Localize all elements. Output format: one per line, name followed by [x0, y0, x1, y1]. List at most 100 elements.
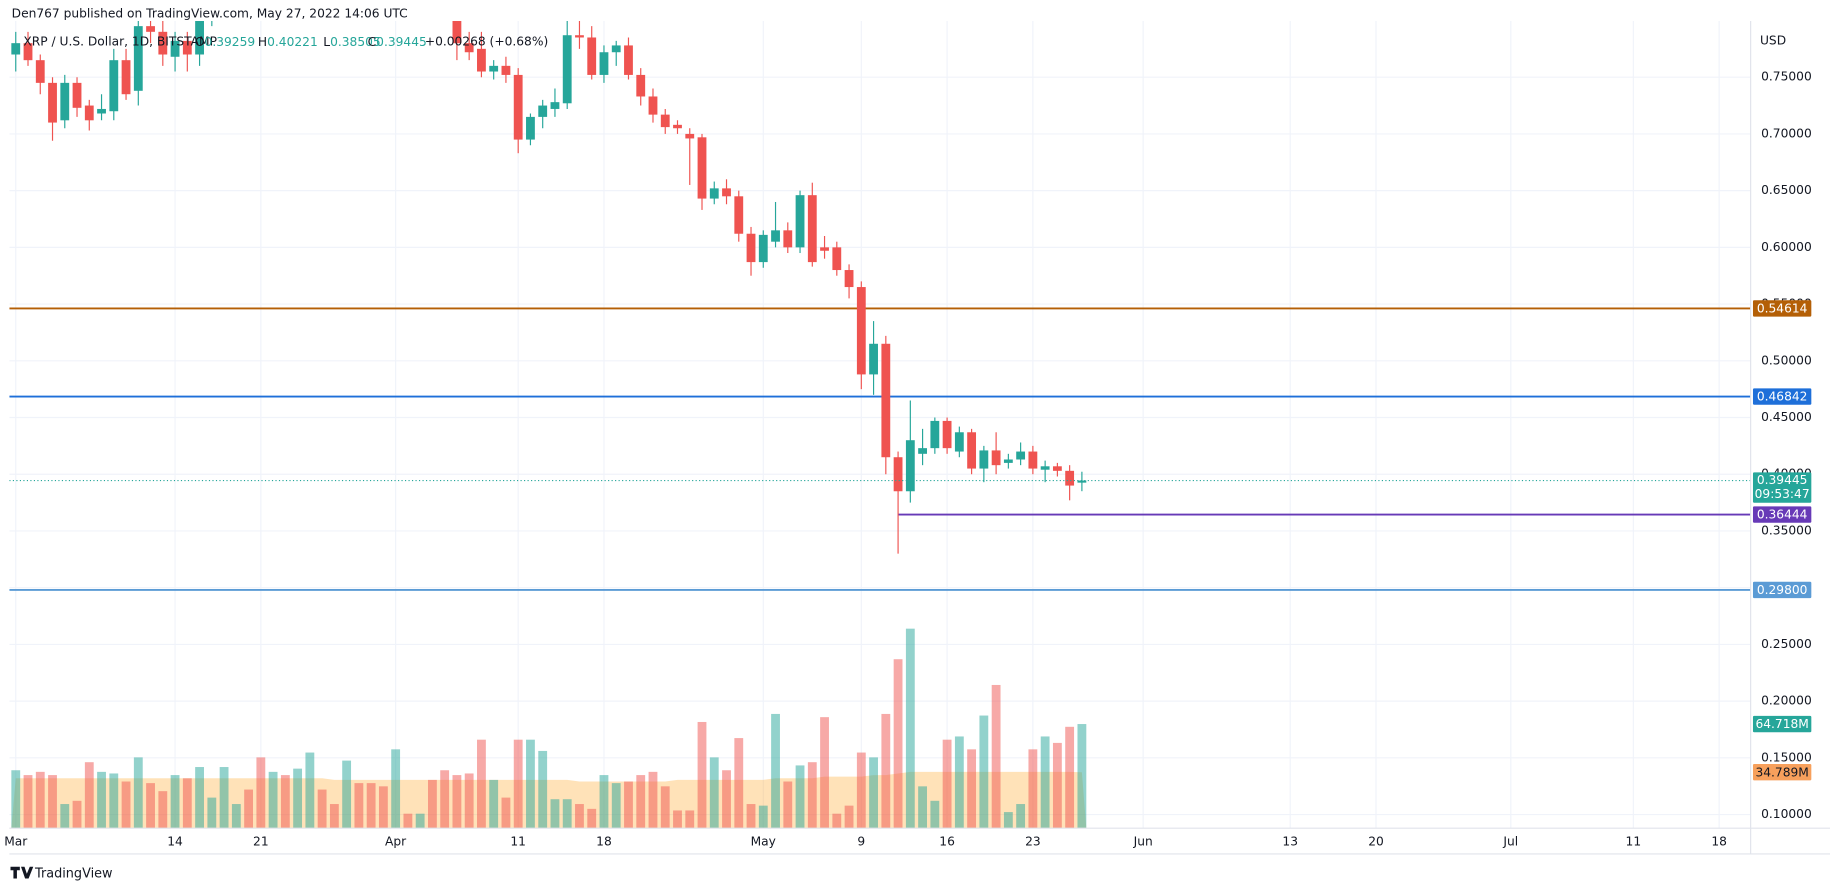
- volume-bar: [317, 789, 327, 829]
- volume-bar: [391, 749, 401, 829]
- candle-body: [930, 420, 940, 449]
- volume-bar: [440, 770, 450, 829]
- x-tick-label: 23: [1025, 835, 1041, 849]
- candle-body: [109, 60, 119, 112]
- volume-bar: [170, 775, 180, 829]
- volume-label: 64.718M: [1755, 717, 1808, 731]
- ohlc-value: 0.40221: [267, 35, 318, 49]
- x-tick-label: Mar: [4, 835, 28, 849]
- candle-body: [979, 450, 989, 469]
- candle-body: [550, 102, 560, 109]
- candle-body: [182, 40, 192, 55]
- candle-body: [170, 40, 180, 57]
- volume-bar: [881, 713, 891, 829]
- symbol-legend: XRP / U.S. Dollar, 1D, BITSTAMP O0.39259…: [23, 35, 548, 49]
- volume-bar: [158, 791, 168, 829]
- level-label-box: [1752, 300, 1812, 317]
- volume-bar: [611, 783, 621, 829]
- publish-header: Den767 published on TradingView.com, May…: [12, 7, 408, 21]
- candle-body: [648, 96, 658, 115]
- candle-body: [991, 450, 1001, 466]
- volume-bar: [60, 804, 70, 829]
- x-tick-label: 21: [253, 835, 269, 849]
- volume-bar: [636, 775, 646, 829]
- candle-body: [673, 124, 682, 129]
- volume-bar: [783, 781, 793, 829]
- candle-body: [23, 43, 33, 61]
- volume-bar: [844, 805, 854, 829]
- candle-body: [575, 35, 584, 38]
- ohlc-value: 0.39259: [205, 35, 256, 49]
- candle-body: [611, 45, 621, 53]
- candle-body: [954, 432, 964, 452]
- volume-bar: [624, 781, 633, 829]
- logo-icon: [10, 866, 34, 879]
- symbol-title: XRP / U.S. Dollar, 1D, BITSTAMP: [23, 35, 217, 49]
- volume-bar: [905, 628, 915, 829]
- volume-bar: [550, 799, 560, 829]
- countdown-label: 09:53:47: [1755, 487, 1810, 501]
- candle-body: [795, 195, 805, 248]
- x-tick-label: 18: [596, 835, 612, 849]
- candle-body: [562, 35, 572, 104]
- candle-body: [1016, 451, 1026, 460]
- volume-bar: [856, 752, 866, 829]
- candle-body: [1065, 470, 1075, 486]
- volume-bar: [587, 808, 597, 829]
- volume-bar: [489, 779, 499, 829]
- candle-body: [942, 420, 952, 449]
- candle-body: [758, 234, 768, 263]
- x-tick-label: Jun: [1133, 835, 1153, 849]
- volume-bar: [329, 804, 339, 829]
- x-tick-label: 20: [1368, 835, 1384, 849]
- volume-bar: [293, 768, 303, 829]
- candle-body: [709, 188, 719, 199]
- candle-body: [1003, 459, 1013, 463]
- x-tick-label: 11: [1626, 835, 1642, 849]
- volume-bar: [685, 810, 695, 829]
- volume-bar: [121, 781, 131, 829]
- volume-bar: [97, 771, 106, 829]
- volume-bar: [673, 810, 682, 829]
- volume-bar: [967, 749, 977, 829]
- y-tick-label: 0.50000: [1761, 353, 1812, 367]
- candle-body: [869, 343, 878, 375]
- volume-bar: [734, 738, 744, 829]
- candle-body: [1052, 466, 1062, 471]
- volume-bar: [72, 800, 82, 829]
- volume-bar: [477, 739, 486, 829]
- volume-bar: [207, 797, 217, 829]
- footer-logo: TradingView: [10, 866, 113, 881]
- volume-bar: [979, 715, 989, 829]
- volume-bar: [820, 717, 829, 829]
- candle-body: [158, 31, 168, 55]
- volume-bar: [660, 786, 670, 829]
- candle-body: [121, 60, 131, 95]
- volume-bar: [244, 789, 254, 829]
- volume-bar: [501, 797, 511, 829]
- volume-bar: [133, 757, 143, 829]
- volume-bar: [342, 760, 352, 829]
- ohlc-key: C: [368, 35, 377, 49]
- candle-body: [513, 74, 523, 140]
- candle-body: [967, 432, 977, 469]
- volume-ma-area: [11, 771, 1087, 829]
- y-tick-label: 0.35000: [1761, 523, 1812, 537]
- candle-body: [477, 48, 486, 72]
- y-tick-label: 0.10000: [1761, 807, 1812, 821]
- x-tick-label: Jul: [1502, 835, 1518, 849]
- x-tick-label: 16: [939, 835, 955, 849]
- y-tick-label: 0.20000: [1761, 694, 1812, 708]
- ohlc-item: O0.39259: [195, 35, 255, 49]
- ohlc-key: O: [195, 35, 205, 49]
- candle-body: [538, 105, 548, 117]
- volume-bar: [1003, 812, 1013, 829]
- axes: 0.100000.150000.200000.250000.300000.350…: [4, 70, 1812, 849]
- volume-bar: [109, 773, 119, 829]
- y-tick-label: 0.15000: [1761, 750, 1812, 764]
- ohlc-item: H0.40221: [258, 35, 318, 49]
- ohlc-item: L0.38505: [323, 35, 380, 49]
- candle-body: [35, 60, 45, 83]
